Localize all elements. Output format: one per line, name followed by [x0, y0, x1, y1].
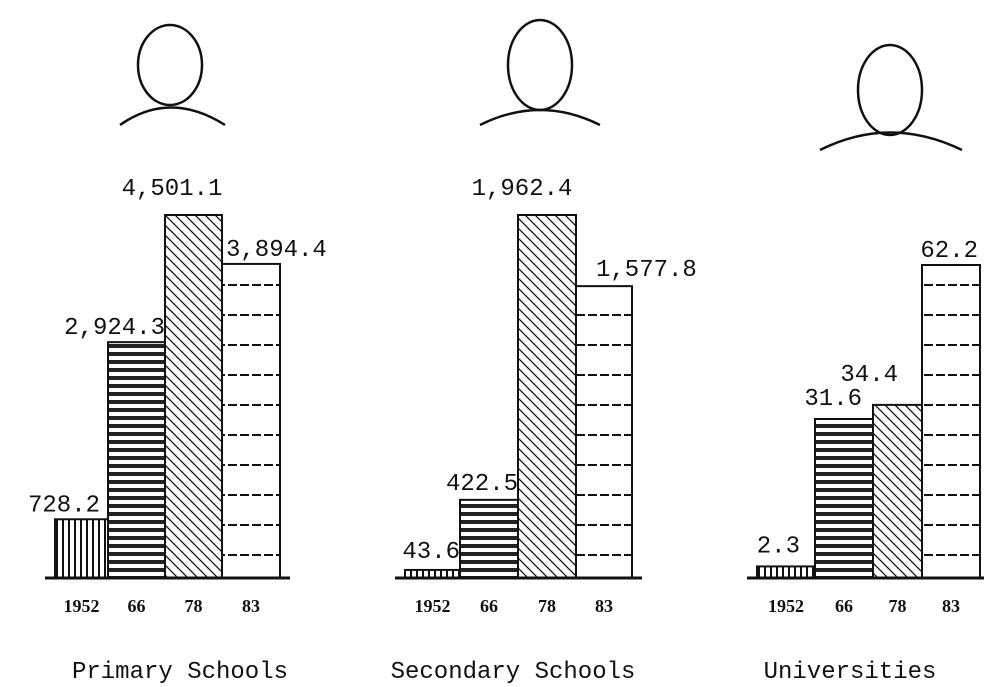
x-tick-label: 66	[128, 596, 146, 616]
x-tick-label: 78	[538, 596, 556, 616]
shoulders	[120, 108, 225, 126]
value-label: 3,894.4	[226, 237, 327, 264]
bar	[518, 215, 576, 578]
bar	[165, 215, 222, 578]
x-tick-label: 1952	[415, 596, 451, 616]
face-girl	[138, 25, 202, 105]
panel-title: Universities	[764, 659, 937, 686]
bar	[815, 419, 873, 578]
illustrations	[120, 20, 962, 150]
bar	[873, 405, 922, 578]
bar	[108, 342, 165, 578]
bar	[576, 286, 632, 578]
x-tick-label: 66	[480, 596, 498, 616]
panel-title: Secondary Schools	[391, 659, 636, 686]
value-label: 43.6	[402, 539, 460, 566]
bar	[757, 566, 815, 578]
shoulders	[480, 110, 600, 125]
value-label: 2,924.3	[64, 315, 165, 342]
face-young-man	[858, 45, 922, 135]
value-label: 31.6	[804, 386, 862, 413]
value-label: 1,577.8	[596, 257, 697, 284]
value-label: 2.3	[757, 533, 800, 560]
value-label: 4,501.1	[122, 176, 223, 203]
value-label: 422.5	[446, 471, 518, 498]
x-tick-label: 78	[185, 596, 203, 616]
value-label: 34.4	[840, 362, 898, 389]
x-tick-label: 1952	[768, 596, 804, 616]
x-tick-label: 78	[889, 596, 907, 616]
bar	[55, 519, 108, 578]
face-boy	[508, 20, 572, 110]
value-label: 62.2	[920, 238, 978, 265]
chart: 728.2 1952 2,924.3 66 4,501.1 78 3,894.4 83 Prim…	[0, 0, 984, 687]
x-tick-label: 83	[942, 596, 960, 616]
panel-title: Primary Schools	[72, 659, 288, 686]
bar	[922, 265, 980, 578]
value-label: 1,962.4	[472, 176, 573, 203]
value-label: 728.2	[28, 492, 100, 519]
bar	[222, 264, 280, 578]
x-tick-label: 66	[835, 596, 853, 616]
x-tick-label: 1952	[64, 596, 100, 616]
x-tick-label: 83	[595, 596, 613, 616]
x-tick-label: 83	[242, 596, 260, 616]
bar	[460, 500, 518, 578]
